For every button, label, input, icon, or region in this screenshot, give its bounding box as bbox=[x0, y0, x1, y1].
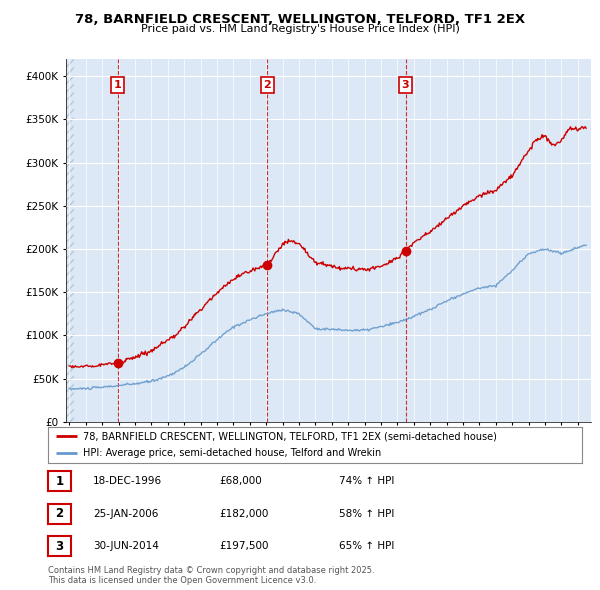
Text: Contains HM Land Registry data © Crown copyright and database right 2025.
This d: Contains HM Land Registry data © Crown c… bbox=[48, 566, 374, 585]
Text: 2: 2 bbox=[55, 507, 64, 520]
Text: 18-DEC-1996: 18-DEC-1996 bbox=[93, 477, 162, 486]
Text: £182,000: £182,000 bbox=[219, 509, 268, 519]
Text: £197,500: £197,500 bbox=[219, 542, 269, 551]
Text: 2: 2 bbox=[263, 80, 271, 90]
Text: 3: 3 bbox=[402, 80, 409, 90]
Text: 58% ↑ HPI: 58% ↑ HPI bbox=[339, 509, 394, 519]
Text: HPI: Average price, semi-detached house, Telford and Wrekin: HPI: Average price, semi-detached house,… bbox=[83, 448, 381, 458]
Text: 65% ↑ HPI: 65% ↑ HPI bbox=[339, 542, 394, 551]
Text: 1: 1 bbox=[114, 80, 122, 90]
Text: 78, BARNFIELD CRESCENT, WELLINGTON, TELFORD, TF1 2EX: 78, BARNFIELD CRESCENT, WELLINGTON, TELF… bbox=[75, 13, 525, 26]
Text: 78, BARNFIELD CRESCENT, WELLINGTON, TELFORD, TF1 2EX (semi-detached house): 78, BARNFIELD CRESCENT, WELLINGTON, TELF… bbox=[83, 431, 497, 441]
Text: 74% ↑ HPI: 74% ↑ HPI bbox=[339, 477, 394, 486]
Text: 1: 1 bbox=[55, 475, 64, 488]
Text: 30-JUN-2014: 30-JUN-2014 bbox=[93, 542, 159, 551]
Text: Price paid vs. HM Land Registry's House Price Index (HPI): Price paid vs. HM Land Registry's House … bbox=[140, 24, 460, 34]
Text: £68,000: £68,000 bbox=[219, 477, 262, 486]
Text: 3: 3 bbox=[55, 540, 64, 553]
Text: 25-JAN-2006: 25-JAN-2006 bbox=[93, 509, 158, 519]
